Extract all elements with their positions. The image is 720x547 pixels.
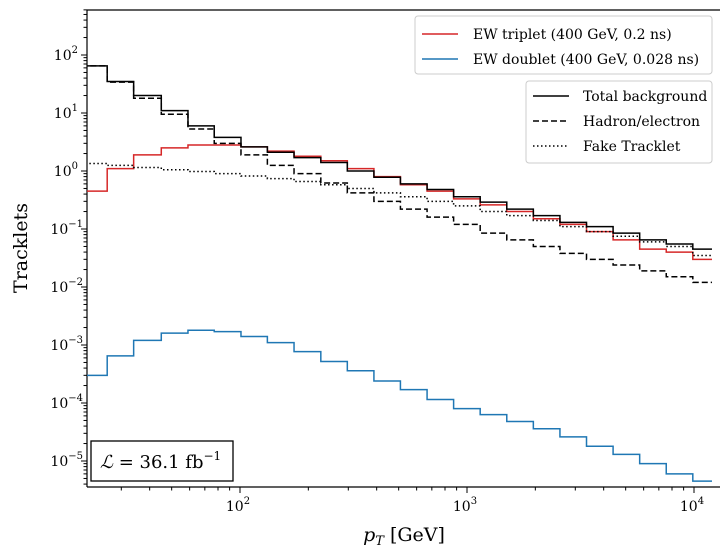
y-tick-label: 101 xyxy=(54,103,78,122)
tick-labels: 102 103 104 10−5 10−4 10−3 10−2 10−1 100 101 102 xyxy=(50,45,704,515)
y-tick-label: 100 xyxy=(54,161,78,180)
y-tick-label: 10−4 xyxy=(50,393,83,412)
luminosity-annotation: ℒ = 36.1 fb−1 xyxy=(90,440,234,482)
series-line-ew-0 xyxy=(87,144,712,261)
legend-label-hadron: Hadron/electron xyxy=(583,114,700,130)
legend-signal-box xyxy=(414,15,713,75)
y-tick-label: 10−2 xyxy=(50,277,83,296)
legend-signal: EW triplet (400 GeV, 0.2 ns) EW doublet … xyxy=(414,15,713,75)
legend-background: Total background Hadron/electron Fake Tr… xyxy=(525,80,713,164)
y-tick-label: 10−1 xyxy=(50,219,83,238)
x-tick-label: 104 xyxy=(680,496,704,515)
x-axis-label: pT [GeV] xyxy=(363,524,445,547)
legend-label-total: Total background xyxy=(583,89,707,105)
series-line-ew-1 xyxy=(87,329,712,482)
legend-label-triplet: EW triplet (400 GeV, 0.2 ns) xyxy=(473,27,672,43)
series-layer xyxy=(87,65,712,482)
y-tick-label: 102 xyxy=(54,45,78,64)
series-line-hadron/electron-3 xyxy=(87,65,712,284)
y-axis-label: Tracklets xyxy=(10,203,32,293)
axis-ticks xyxy=(81,9,695,493)
luminosity-box xyxy=(90,440,234,482)
legend-label-doublet: EW doublet (400 GeV, 0.028 ns) xyxy=(473,52,699,68)
x-tick-label: 103 xyxy=(453,496,477,515)
y-tick-label: 10−5 xyxy=(50,451,83,470)
legend-background-box xyxy=(525,80,713,164)
luminosity-text: ℒ = 36.1 fb−1 xyxy=(100,449,221,473)
series-line-fake-4 xyxy=(87,162,712,257)
x-tick-label: 102 xyxy=(226,496,250,515)
legend-label-fake: Fake Tracklet xyxy=(583,139,681,155)
y-tick-label: 10−3 xyxy=(50,335,83,354)
